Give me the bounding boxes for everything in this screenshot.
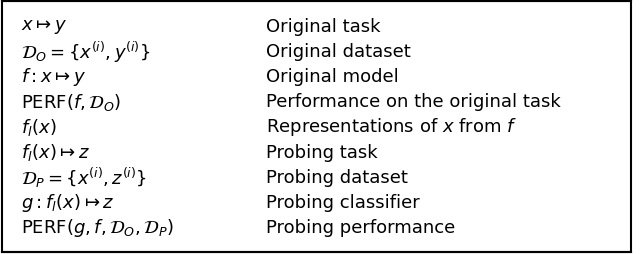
Text: $f : x \mapsto y$: $f : x \mapsto y$ (21, 66, 86, 88)
Text: $f_l(x)$: $f_l(x)$ (21, 117, 56, 137)
Text: $g : f_l(x) \mapsto z$: $g : f_l(x) \mapsto z$ (21, 191, 115, 213)
Text: Original task: Original task (266, 18, 381, 36)
Text: Probing performance: Probing performance (266, 218, 456, 236)
Text: $\mathcal{D}_P = \{x^{(i)}, z^{(i)}\}$: $\mathcal{D}_P = \{x^{(i)}, z^{(i)}\}$ (21, 165, 147, 189)
Text: $\mathcal{D}_O = \{x^{(i)}, y^{(i)}\}$: $\mathcal{D}_O = \{x^{(i)}, y^{(i)}\}$ (21, 39, 150, 65)
Text: Probing dataset: Probing dataset (266, 168, 408, 186)
Text: $x \mapsto y$: $x \mapsto y$ (21, 18, 67, 36)
Text: Probing classifier: Probing classifier (266, 193, 420, 211)
Text: Representations of $x$ from $f$: Representations of $x$ from $f$ (266, 116, 517, 138)
Text: $\mathsf{P}\mathrm{ERF}(g, f, \mathcal{D}_O, \mathcal{D}_P)$: $\mathsf{P}\mathrm{ERF}(g, f, \mathcal{D… (21, 216, 173, 238)
Text: Probing task: Probing task (266, 143, 378, 161)
Text: Original dataset: Original dataset (266, 43, 411, 61)
Text: Performance on the original task: Performance on the original task (266, 93, 561, 111)
Text: $\mathsf{P}\mathrm{ERF}(f, \mathcal{D}_O)$: $\mathsf{P}\mathrm{ERF}(f, \mathcal{D}_O… (21, 91, 121, 113)
Text: $f_l(x) \mapsto z$: $f_l(x) \mapsto z$ (21, 141, 90, 163)
Text: Original model: Original model (266, 68, 399, 86)
